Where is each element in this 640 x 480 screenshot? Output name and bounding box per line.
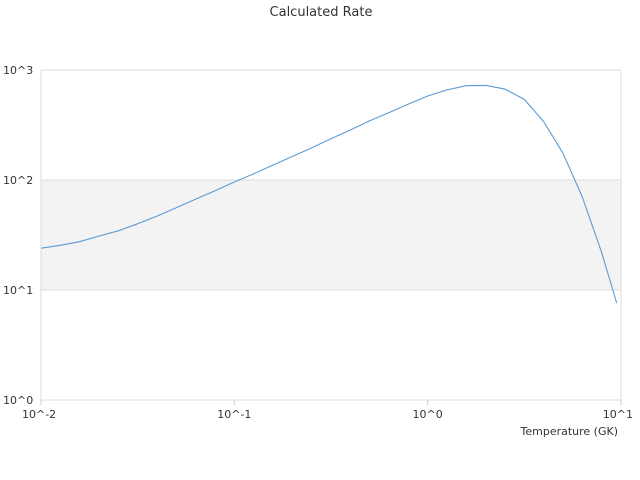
x-tick-label: 10^0 bbox=[413, 408, 443, 421]
x-tick-label: 10^-2 bbox=[22, 408, 56, 421]
series-line bbox=[40, 84, 618, 304]
y-tick-label: 10^2 bbox=[3, 174, 33, 187]
grid-band bbox=[41, 180, 621, 290]
y-tick-label: 10^1 bbox=[3, 284, 33, 297]
x-tick-label: 10^-1 bbox=[217, 408, 251, 421]
grid-band bbox=[41, 70, 621, 180]
x-tick-label: 10^1 bbox=[603, 408, 633, 421]
y-tick-label: 10^3 bbox=[3, 64, 33, 77]
x-axis-label: Temperature (GK) bbox=[520, 425, 619, 438]
grid-band bbox=[41, 290, 621, 400]
chart-title: Calculated Rate bbox=[270, 5, 373, 20]
y-tick-label: 10^0 bbox=[3, 394, 33, 407]
